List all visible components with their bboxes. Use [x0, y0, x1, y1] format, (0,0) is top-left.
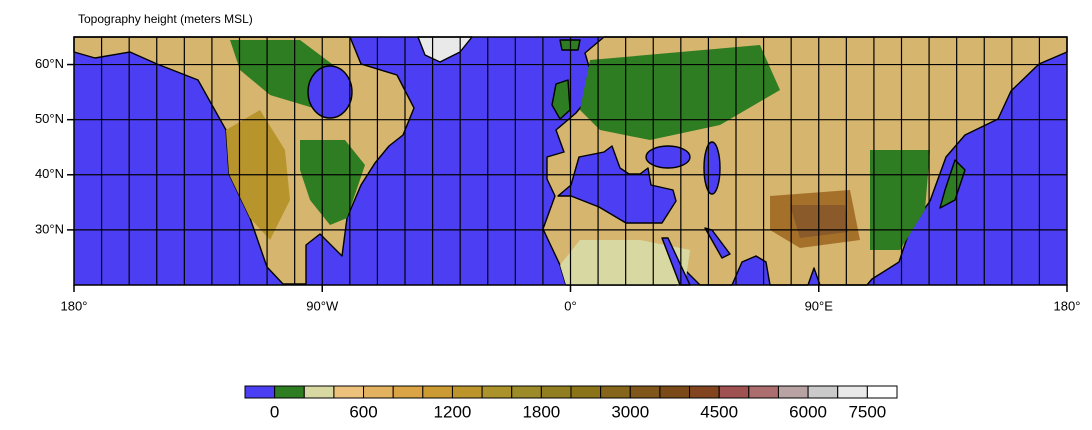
colorbar-box — [244, 385, 276, 399]
colorbar-box — [481, 385, 513, 399]
x-tick-label: 180° — [61, 298, 88, 313]
colorbar-label: 7500 — [848, 402, 886, 421]
colorbar-box — [540, 385, 572, 399]
land-lowland — [580, 45, 780, 140]
colorbar-box — [422, 385, 453, 399]
land-desert — [560, 240, 690, 285]
water — [645, 145, 691, 169]
colorbar-box — [363, 385, 394, 399]
colorbar-box — [600, 385, 631, 399]
colorbar-label: 1800 — [522, 402, 560, 421]
colorbar-box — [866, 385, 898, 399]
colorbar-box — [807, 385, 839, 399]
land — [939, 159, 966, 209]
water — [703, 141, 721, 195]
colorbar-box — [659, 385, 691, 399]
water — [307, 65, 353, 119]
colorbar-box — [511, 385, 542, 399]
water — [557, 145, 677, 224]
axes: 180° 90°W 0° 90°E 180° 30°N 40°N 50°N 60°N — [35, 56, 1080, 313]
colorbar-box — [451, 385, 483, 399]
x-tick-label: 90°W — [306, 298, 339, 313]
colorbar-label: 6000 — [789, 402, 827, 421]
colorbar-box — [333, 385, 365, 399]
colorbar-label: 600 — [349, 402, 377, 421]
colorbar-box — [777, 385, 809, 399]
title: Topography height (meters MSL) — [78, 12, 253, 26]
colorbar-box — [274, 385, 305, 399]
x-tick-label: 0° — [564, 298, 576, 313]
y-tick-label: 50°N — [35, 111, 64, 126]
colorbar-box — [392, 385, 424, 399]
colorbar: 0 600 1200 1800 3000 4500 6000 7500 — [244, 385, 898, 421]
colorbar-label: 4500 — [700, 402, 738, 421]
land-lowland — [300, 140, 365, 225]
colorbar-box — [629, 385, 661, 399]
land — [551, 79, 571, 120]
colorbar-box — [837, 385, 868, 399]
colorbar-box — [570, 385, 602, 399]
colorbar-box — [303, 385, 335, 399]
y-tick-label: 60°N — [35, 56, 64, 71]
x-tick-label: 180° — [1054, 298, 1081, 313]
colorbar-box — [718, 385, 750, 399]
y-tick-label: 30°N — [35, 221, 64, 236]
y-tick-label: 40°N — [35, 166, 64, 181]
grid — [74, 37, 1067, 285]
colorbar-label: 0 — [270, 402, 279, 421]
colorbar-box — [689, 385, 720, 399]
colorbar-box — [748, 385, 779, 399]
x-tick-label: 90°E — [805, 298, 834, 313]
colorbar-label: 1200 — [434, 402, 472, 421]
colorbar-label: 3000 — [611, 402, 649, 421]
